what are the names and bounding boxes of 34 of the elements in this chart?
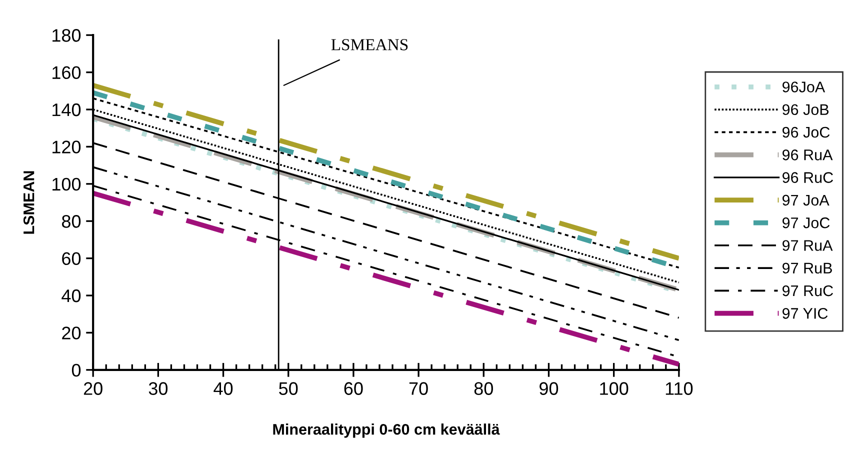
y-tick-label: 160 [52, 66, 81, 80]
x-tick-label: 90 [540, 382, 558, 395]
x-tick-label: 20 [84, 382, 102, 395]
x-tick-label: 30 [148, 382, 168, 395]
y-tick-label: 40 [62, 289, 81, 302]
x-tick-label: 40 [214, 382, 233, 395]
legend-label: 97 JoC [782, 217, 830, 228]
y-tick-label: 20 [62, 326, 81, 340]
y-tick-label: 80 [62, 215, 81, 228]
x-tick-label: 110 [666, 382, 693, 395]
y-tick-label: 60 [62, 252, 81, 266]
legend-label: 97 RuA [782, 240, 833, 251]
x-tick-label: 60 [344, 382, 363, 395]
legend-label: 97 YIC [782, 308, 828, 319]
legend-label: 97 JoA [782, 194, 830, 206]
x-tick-label: 100 [600, 382, 628, 395]
legend-label: 96 RuC [782, 172, 834, 183]
y-tick-label: 100 [52, 178, 81, 191]
y-tick-label: 140 [52, 103, 81, 116]
y-axis-title: LSMEAN [23, 171, 34, 234]
legend-label: 96 JoC [782, 126, 830, 138]
legend-label: 96JoA [782, 82, 826, 92]
ref-line-label: LSMEANS [331, 39, 408, 50]
legend-label: 97 RuC [782, 285, 834, 296]
y-tick-label: 0 [72, 364, 81, 377]
legend-label: 96 JoB [782, 104, 829, 116]
x-tick-label: 80 [474, 382, 493, 395]
y-tick-label: 180 [52, 29, 81, 42]
x-tick-label: 50 [279, 382, 298, 395]
legend-label: 97 RuB [782, 262, 832, 274]
x-axis-title: Mineraalityppi 0-60 cm keväällä [273, 424, 500, 438]
x-tick-label: 70 [409, 382, 428, 395]
y-tick-label: 120 [52, 140, 81, 154]
legend-label: 96 RuA [782, 150, 833, 160]
